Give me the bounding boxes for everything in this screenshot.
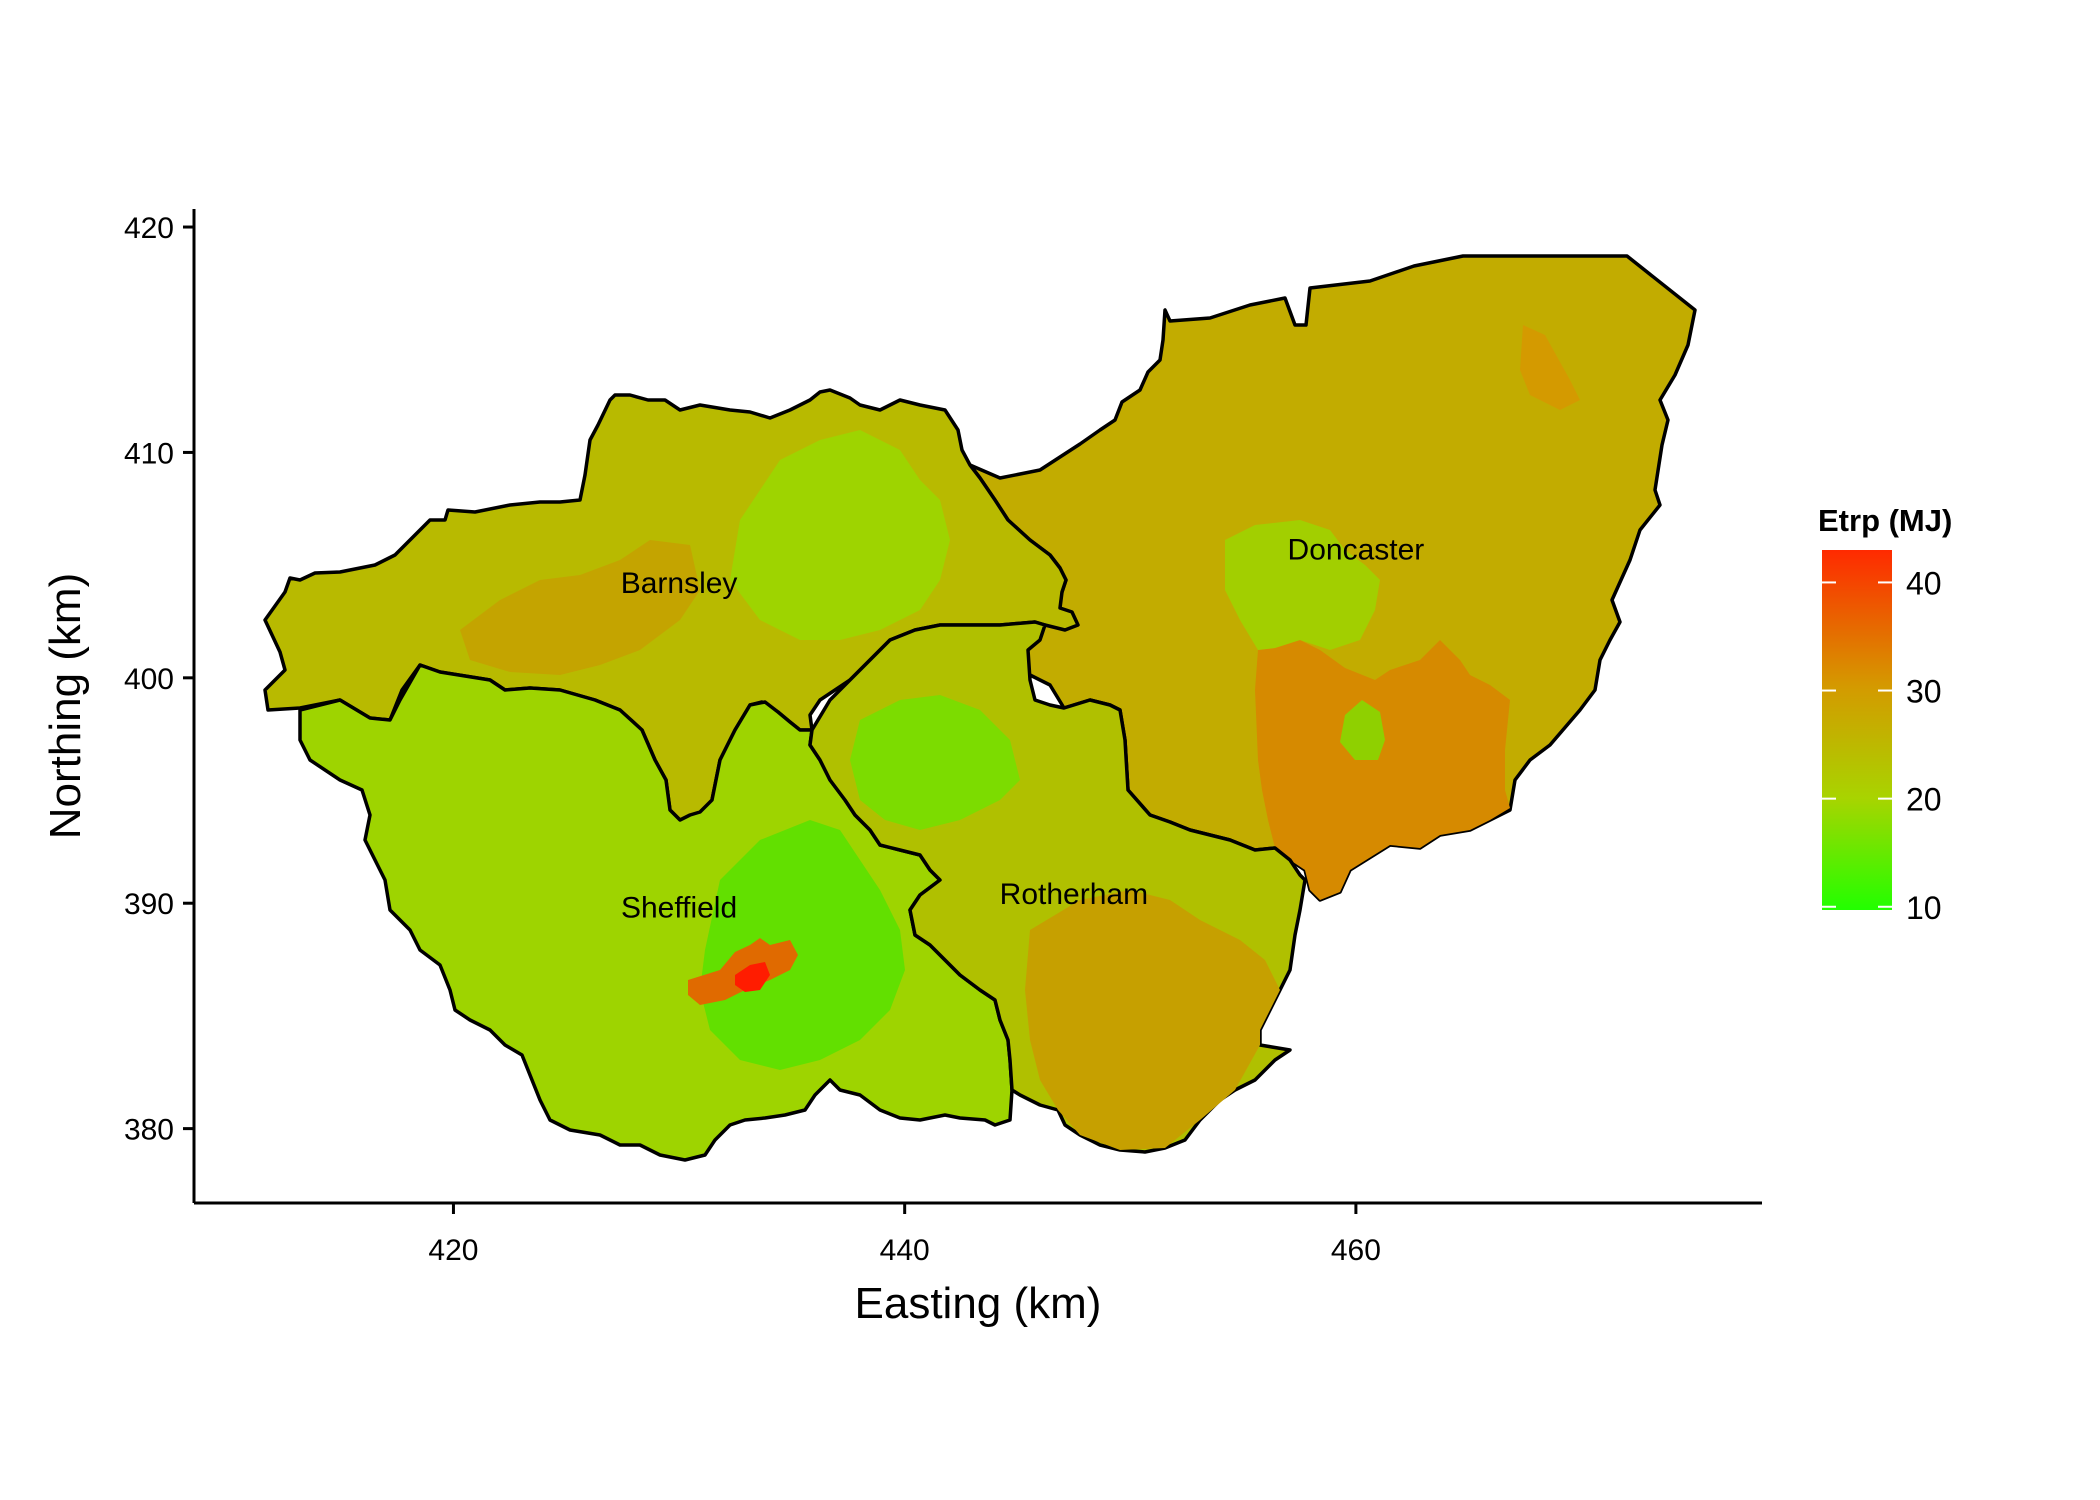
legend-tick-label: 20 bbox=[1906, 782, 1942, 818]
y-axis-title: Northing (km) bbox=[41, 573, 90, 840]
legend-ticks: 10 20 30 40 bbox=[1822, 565, 1942, 926]
sheffield-center-green bbox=[700, 820, 905, 1070]
sheffield-hotspot-red bbox=[735, 962, 770, 992]
legend-title: Etrp (MJ) bbox=[1818, 503, 1952, 538]
region-label-doncaster: Doncaster bbox=[1288, 533, 1425, 566]
barnsley-west-orange bbox=[460, 540, 700, 675]
doncaster-center-green bbox=[1225, 520, 1380, 650]
legend: Etrp (MJ) 10 20 30 40 bbox=[1818, 503, 1952, 926]
rotherham-west-green bbox=[850, 695, 1020, 830]
legend-colorbar bbox=[1822, 550, 1892, 910]
map-area bbox=[263, 254, 1697, 1162]
x-tick-label: 460 bbox=[1331, 1234, 1381, 1267]
x-tick-label: 420 bbox=[428, 1234, 478, 1267]
x-axis-ticks: 420 440 460 bbox=[428, 1203, 1381, 1267]
region-label-rotherham: Rotherham bbox=[1000, 878, 1148, 911]
y-tick-label: 420 bbox=[124, 212, 174, 245]
doncaster-pocket-green bbox=[1340, 700, 1385, 760]
y-tick-label: 390 bbox=[124, 888, 174, 921]
barnsley-center-green bbox=[730, 430, 950, 640]
x-tick-label: 440 bbox=[880, 1234, 930, 1267]
legend-tick-label: 30 bbox=[1906, 674, 1942, 710]
y-tick-label: 410 bbox=[124, 437, 174, 470]
y-axis-ticks: 380 390 400 410 420 bbox=[124, 212, 194, 1147]
region-labels: Barnsley Doncaster Rotherham Sheffield bbox=[621, 533, 1425, 924]
doncaster-high-zone bbox=[1255, 640, 1510, 900]
y-tick-label: 380 bbox=[124, 1114, 174, 1147]
region-label-sheffield: Sheffield bbox=[621, 892, 737, 925]
region-label-barnsley: Barnsley bbox=[621, 567, 738, 600]
y-tick-label: 400 bbox=[124, 663, 174, 696]
legend-tick-label: 10 bbox=[1906, 890, 1942, 926]
legend-tick-label: 40 bbox=[1906, 565, 1942, 601]
x-axis-title: Easting (km) bbox=[855, 1279, 1102, 1328]
axes: 420 440 460 380 390 400 410 420 Easting (km) N… bbox=[41, 209, 1762, 1328]
doncaster-ne-orange bbox=[1520, 325, 1580, 410]
rotherham-south-orange bbox=[1025, 890, 1280, 1150]
